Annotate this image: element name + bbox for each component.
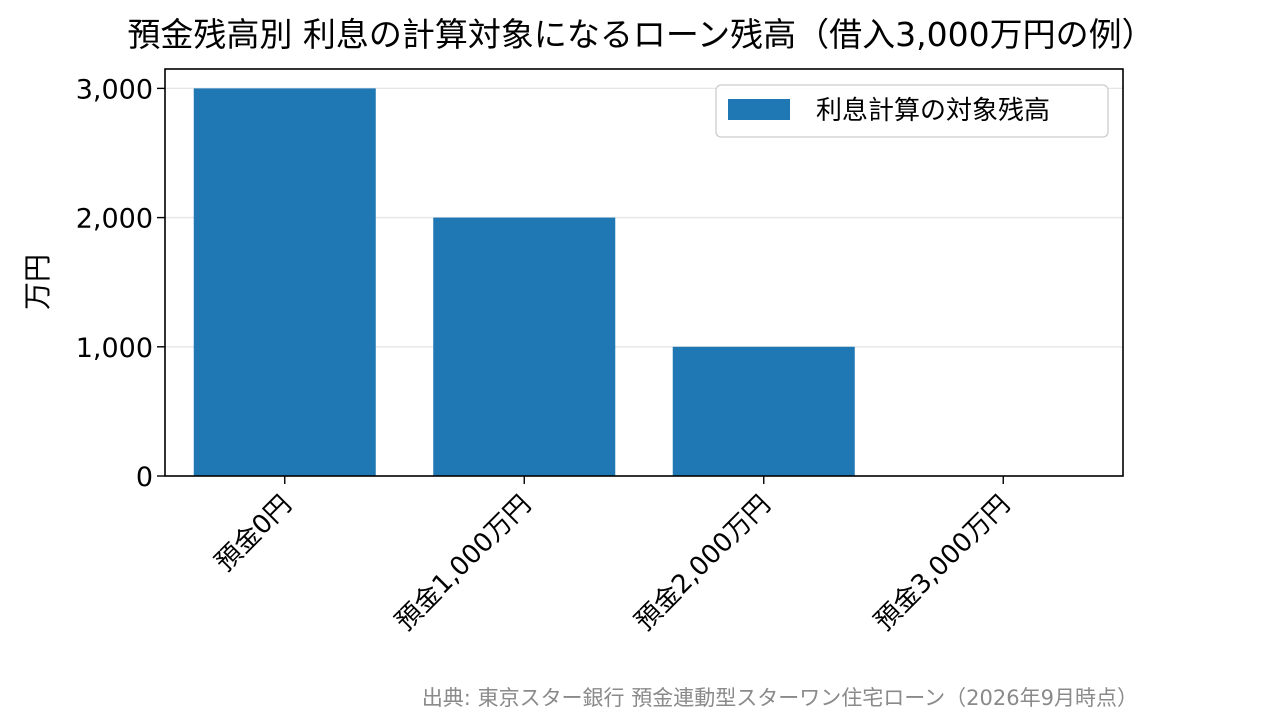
plot-frame <box>164 68 1124 477</box>
x-tick-label: 預金0円 <box>210 490 298 578</box>
bar <box>433 217 616 477</box>
bars <box>193 88 855 477</box>
y-tick-label: 2,000 <box>76 204 153 235</box>
x-tick-label: 預金1,000万円 <box>390 490 537 637</box>
legend: 利息計算の対象残高 <box>715 84 1109 138</box>
y-tick-label: 1,000 <box>76 333 153 364</box>
y-axis: 0 1,000 2,000 3,000 <box>76 74 165 493</box>
chart-title: 預金残高別 利息の計算対象になるローン残高（借入3,000万円の例） <box>127 15 1154 54</box>
x-axis: 預金0円 預金1,000万円 預金2,000万円 預金3,000万円 <box>210 476 1016 637</box>
legend-swatch <box>728 99 790 120</box>
y-tick-label: 0 <box>136 462 153 493</box>
x-tick-label: 預金2,000万円 <box>629 490 776 637</box>
y-axis-label: 万円 <box>21 254 54 310</box>
y-tick-label: 3,000 <box>76 74 153 105</box>
source-note: 出典: 東京スター銀行 預金連動型スターワン住宅ローン（2026年9月時点） <box>422 686 1138 710</box>
x-tick-label: 預金3,000万円 <box>869 490 1016 637</box>
bar <box>672 346 855 476</box>
legend-frame <box>715 84 1109 138</box>
legend-label: 利息計算の対象残高 <box>816 96 1050 126</box>
bar <box>193 88 376 476</box>
